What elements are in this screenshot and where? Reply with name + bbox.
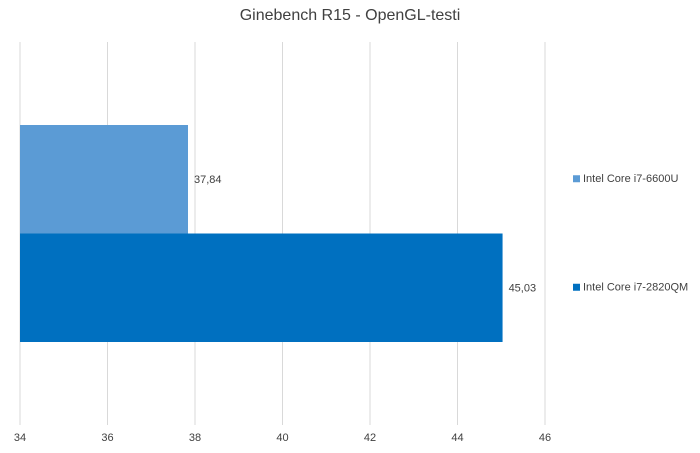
x-tick-label: 38 bbox=[189, 432, 201, 444]
x-tick-label: 34 bbox=[14, 432, 26, 444]
chart-title: Ginebench R15 - OpenGL-testi bbox=[240, 7, 461, 24]
x-tick-label: 42 bbox=[364, 432, 376, 444]
bar bbox=[20, 125, 188, 234]
x-tick-label: 36 bbox=[101, 432, 113, 444]
x-tick-label: 40 bbox=[276, 432, 288, 444]
data-label: 37,84 bbox=[194, 174, 222, 186]
x-tick-label: 46 bbox=[539, 432, 551, 444]
x-tick-label: 44 bbox=[451, 432, 463, 444]
legend-label: Intel Core i7-6600U bbox=[583, 173, 678, 185]
bar bbox=[20, 233, 503, 342]
data-label: 45,03 bbox=[509, 283, 537, 295]
legend-swatch bbox=[573, 175, 580, 183]
legend-label: Intel Core i7-2820QM bbox=[583, 282, 688, 294]
legend-swatch bbox=[573, 283, 580, 291]
